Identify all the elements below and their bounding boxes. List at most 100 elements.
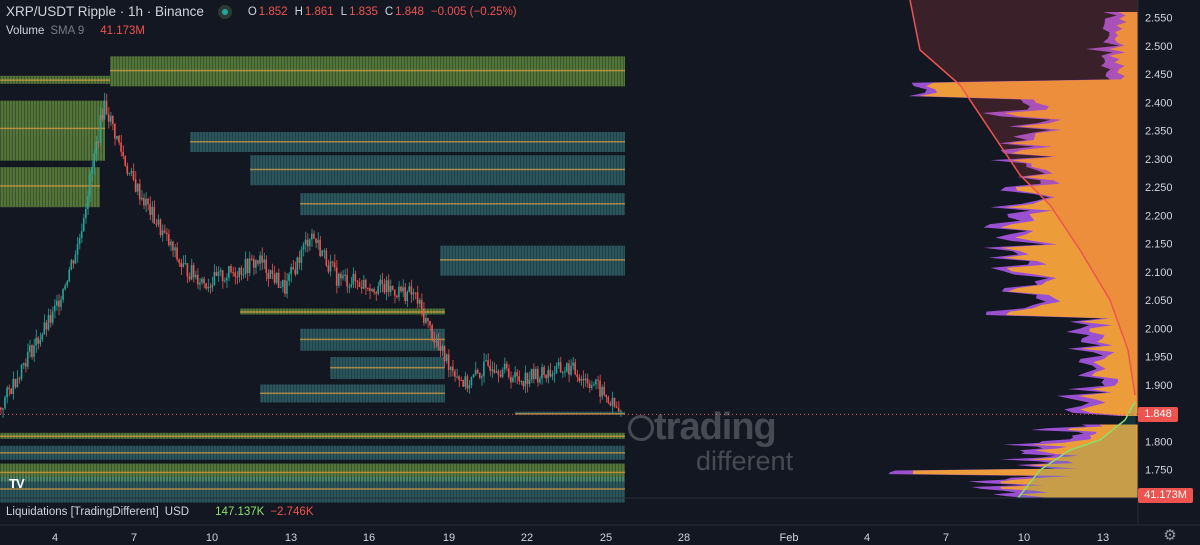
candle-body [107, 114, 110, 122]
candle-body [41, 334, 44, 340]
ohlc-readout: O 1.852 H 1.861 L 1.835 C 1.848 −0.005 (−0.2… [248, 6, 517, 18]
price-tick-label: 2.450 [1145, 69, 1173, 81]
candle-body [530, 368, 533, 380]
candle-body [109, 115, 112, 122]
ohlc-low: L 1.835 [340, 5, 378, 18]
price-tick-label: 2.300 [1145, 154, 1173, 166]
candle-body [443, 346, 446, 362]
candle-body [263, 259, 265, 263]
candle-body [145, 198, 147, 206]
candle-body [217, 271, 220, 276]
candle-body [190, 265, 193, 280]
candle-body [478, 373, 481, 378]
candle-body [528, 379, 531, 385]
candle-body [4, 397, 6, 408]
candle-body [472, 374, 475, 378]
candle-body [427, 317, 429, 322]
candle-body [172, 241, 174, 251]
price-tick-label: 1.750 [1145, 465, 1173, 477]
candle-body [47, 315, 50, 330]
candle-body [49, 315, 52, 323]
candle-body [74, 254, 77, 264]
candle-body [553, 372, 556, 375]
candle-body [342, 275, 344, 279]
candle-body [362, 279, 365, 289]
candle-body [87, 196, 89, 209]
candle-body [352, 273, 355, 285]
candle-body [132, 170, 135, 180]
candle-body [408, 286, 411, 292]
candle-body [99, 115, 102, 143]
candle-body [275, 272, 278, 283]
candle-body [265, 259, 267, 273]
candle-body [155, 223, 158, 225]
candle-body [584, 378, 587, 381]
price-tick-label: 2.200 [1145, 210, 1173, 222]
candle-body [507, 368, 510, 378]
candle-body [543, 367, 545, 376]
candle-body [304, 239, 307, 245]
candle-body [60, 299, 62, 307]
candle-body [176, 247, 178, 260]
candle-body [33, 345, 35, 357]
candle-body [547, 369, 549, 379]
candle-body [445, 354, 448, 362]
candle-body [62, 289, 64, 300]
candle-body [66, 281, 68, 286]
candle-body [114, 123, 116, 139]
candle-body [317, 239, 319, 243]
volume-value: 41.173M [100, 25, 146, 37]
gear-icon[interactable]: ⚙ [1163, 527, 1177, 544]
candle-body [398, 286, 400, 298]
volume-legend[interactable]: Volume SMA 9 41.173M [6, 25, 145, 37]
price-tick-label: 2.500 [1145, 41, 1173, 53]
candle-body [124, 156, 126, 166]
candle-body [116, 135, 118, 139]
price-tick-label: 2.150 [1145, 239, 1173, 251]
time-tick-label: 7 [131, 532, 137, 544]
candle-body [105, 100, 108, 115]
candle-body [10, 388, 12, 395]
candle-body [89, 173, 91, 197]
symbol-title[interactable]: XRP/USDT Ripple · 1h · Binance [6, 4, 204, 19]
tradingview-logo[interactable]: TV [9, 476, 25, 491]
price-tick-label: 1.900 [1145, 380, 1173, 392]
candle-body [213, 272, 216, 285]
time-tick-label: 10 [206, 532, 218, 544]
candle-body [174, 247, 176, 251]
candle-body [153, 206, 156, 224]
candle-body [520, 381, 523, 383]
candle-body [118, 135, 120, 143]
candle-body [526, 372, 529, 385]
candle-body [327, 265, 330, 272]
candle-body [559, 362, 562, 373]
candle-body [551, 374, 554, 377]
volume-label: Volume [6, 25, 45, 37]
price-tick-label: 2.350 [1145, 126, 1173, 138]
liquidations-legend[interactable]: Liquidations [TradingDifferent] USD 147.… [6, 506, 314, 518]
candle-body [356, 281, 359, 283]
candle-body [516, 372, 518, 377]
profile-lower-longs [913, 424, 1138, 498]
candle-body [0, 407, 2, 410]
candle-body [611, 397, 614, 406]
candle-body [188, 276, 191, 280]
candle-body [545, 375, 547, 379]
candle-body [26, 351, 29, 367]
candle-body [95, 142, 97, 154]
candle-body [454, 371, 456, 377]
candle-body [51, 311, 54, 323]
candle-body [288, 274, 290, 281]
candle-body [242, 274, 245, 276]
candle-body [261, 255, 263, 263]
profile-longs [918, 12, 1138, 417]
candle-body [534, 368, 537, 379]
candle-body [122, 151, 124, 157]
candle-body [449, 366, 452, 370]
liquidation-heatmap [0, 56, 625, 503]
candle-body [325, 250, 328, 266]
candle-body [286, 280, 288, 294]
candle-body [70, 260, 73, 270]
candle-body [350, 284, 352, 287]
